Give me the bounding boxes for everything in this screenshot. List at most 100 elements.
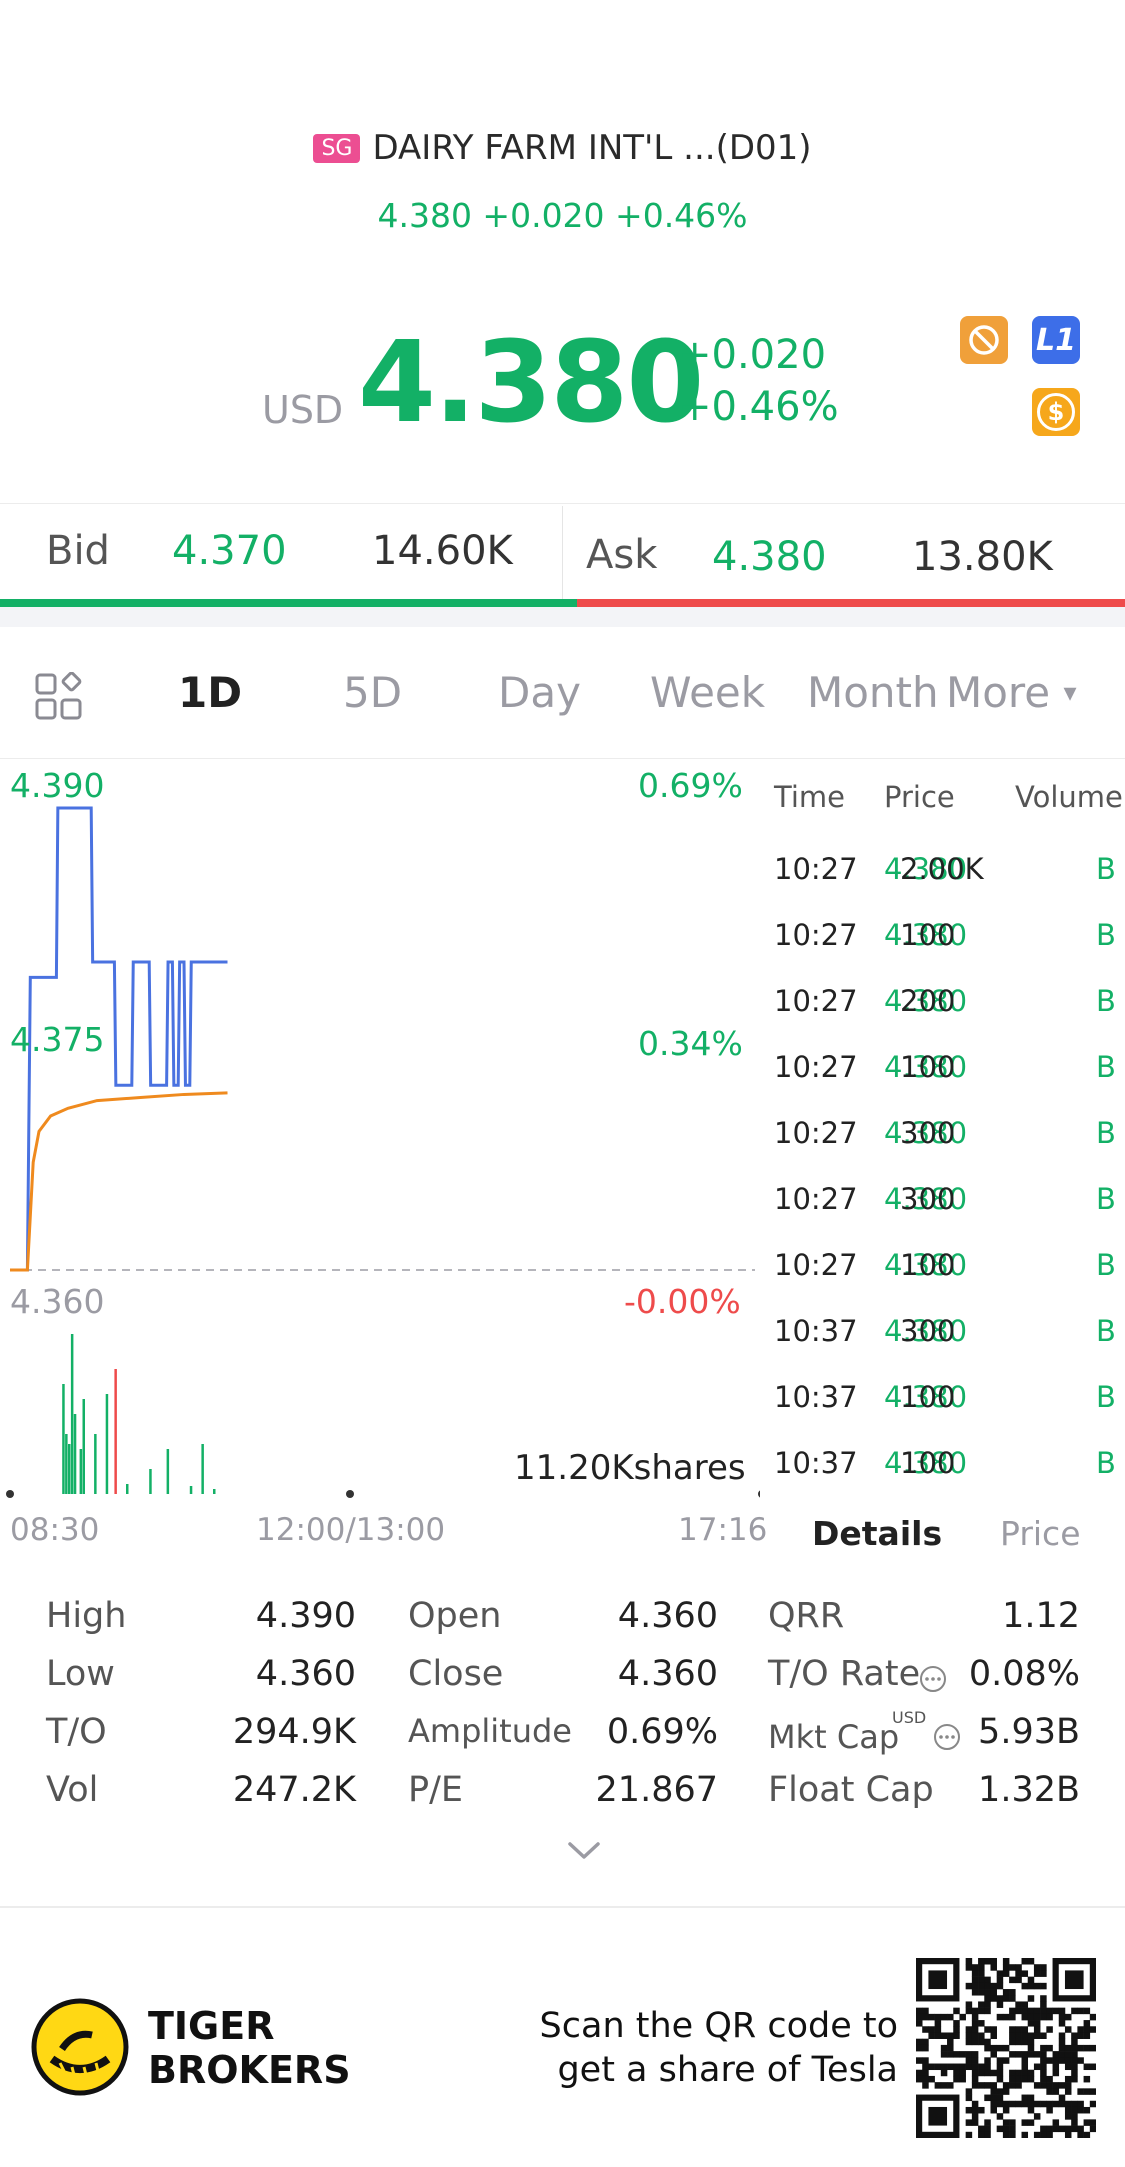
volume-bar [166, 1449, 170, 1494]
detail-value: 247.2K [232, 1770, 356, 1810]
trade-volume: 100 [900, 1248, 956, 1282]
detail-label: Open [408, 1596, 502, 1636]
volume-bar [65, 1434, 68, 1494]
trade-volume: 100 [900, 1050, 956, 1084]
trade-volume: 300 [900, 1116, 956, 1150]
trade-price: 4.380 [884, 1248, 968, 1282]
trade-volume: 200 [900, 984, 956, 1018]
trade-time: 10:37 [774, 1380, 858, 1414]
trade-side: B [1096, 1314, 1116, 1348]
detail-label: T/O Rate [768, 1654, 921, 1694]
info-icon[interactable] [932, 1722, 962, 1752]
trades-header-price: Price [884, 780, 955, 814]
trade-side: B [1096, 1380, 1116, 1414]
tab-month[interactable]: Month [807, 668, 939, 717]
tab-week[interactable]: Week [650, 668, 766, 717]
trade-volume: 2.00K [900, 852, 984, 886]
trade-side: B [1096, 984, 1116, 1018]
detail-value: 0.08% [968, 1654, 1080, 1694]
detail-label: T/O [46, 1712, 107, 1752]
detail-value: 1.12 [1002, 1596, 1080, 1636]
detail-label: P/E [408, 1770, 464, 1810]
trade-side: B [1096, 918, 1116, 952]
average-price-line [10, 1091, 228, 1272]
tab-more[interactable]: More ▾ [946, 668, 1077, 717]
ask-ratio-bar [577, 599, 1125, 607]
detail-value: 4.360 [617, 1654, 718, 1694]
volume-bar [82, 1399, 85, 1494]
dollar-icon[interactable]: $ [1032, 388, 1080, 436]
trade-time: 10:27 [774, 852, 858, 886]
y-axis-high: 4.390 [10, 766, 105, 805]
grid-layout-icon[interactable] [34, 671, 84, 726]
volume-bar [189, 1486, 193, 1494]
volume-bar [149, 1469, 152, 1494]
promo-text: Scan the QR code to get a share of Tesla [520, 2004, 898, 2092]
section-separator [0, 1906, 1125, 1908]
volume-bar [201, 1444, 204, 1494]
volume-bar [105, 1394, 109, 1494]
trade-side: B [1096, 1182, 1116, 1216]
tiger-logo [30, 1997, 130, 2101]
trade-price: 4.380 [884, 1446, 968, 1480]
intraday-chart[interactable] [0, 760, 760, 1520]
trade-price: 4.380 [884, 1182, 968, 1216]
bid-price[interactable]: 4.370 [172, 528, 287, 574]
volume-bar [213, 1489, 216, 1494]
ask-price[interactable]: 4.380 [712, 534, 827, 580]
volume-total: 11.20Kshares [514, 1448, 746, 1488]
tab-day[interactable]: Day [498, 668, 581, 717]
volume-bar [94, 1434, 97, 1494]
chevron-down-icon[interactable] [564, 1838, 604, 1868]
header-quote: 4.380 +0.020 +0.46% [377, 196, 748, 235]
detail-label: Mkt Cap [768, 1718, 900, 1756]
time-axis-dot [6, 1490, 14, 1498]
trade-time: 10:37 [774, 1314, 858, 1348]
info-icon[interactable] [918, 1664, 948, 1694]
volume-bar [70, 1334, 74, 1494]
volume-bar [126, 1484, 129, 1494]
detail-value: 4.360 [617, 1596, 718, 1636]
trade-volume: 300 [900, 1314, 956, 1348]
pct-axis-high: 0.69% [638, 766, 743, 805]
detail-value: 4.390 [255, 1596, 356, 1636]
volume-bar [114, 1369, 117, 1494]
ask-label: Ask [586, 532, 658, 578]
brand-line-2: BROKERS [148, 2048, 351, 2092]
l1-level-icon[interactable]: L1 [1032, 316, 1080, 364]
tab-1d[interactable]: 1D [178, 668, 243, 717]
detail-value: 294.9K [232, 1712, 356, 1752]
trades-header-time: Time [774, 780, 845, 814]
bidask-divider [562, 506, 563, 602]
brand-line-1: TIGER [148, 2004, 275, 2048]
detail-value: 5.93B [978, 1712, 1080, 1752]
y-axis-low: 4.360 [10, 1282, 105, 1321]
tab-details[interactable]: Details [812, 1514, 943, 1553]
time-axis-dot [346, 1490, 354, 1498]
price-change-pct: +0.46% [678, 384, 839, 430]
trade-side: B [1096, 1446, 1116, 1480]
currency-superscript: USD [892, 1708, 927, 1727]
detail-value: 4.360 [255, 1654, 356, 1694]
trade-volume: 300 [900, 1182, 956, 1216]
trade-time: 10:37 [774, 1446, 858, 1480]
tab-price[interactable]: Price [1000, 1514, 1081, 1553]
trade-side: B [1096, 1248, 1116, 1282]
detail-value: 0.69% [606, 1712, 718, 1752]
volume-bar [79, 1449, 83, 1494]
detail-label: Vol [46, 1770, 99, 1810]
divider [0, 503, 1125, 504]
tab-5d[interactable]: 5D [343, 668, 403, 717]
trade-volume: 100 [900, 1380, 956, 1414]
stock-title: SG DAIRY FARM INT'L ...(D01) [0, 128, 1125, 168]
trade-side: B [1096, 852, 1116, 886]
market-badge: SG [313, 134, 361, 163]
currency-label: USD [262, 388, 344, 432]
trade-volume: 100 [900, 918, 956, 952]
trade-side: B [1096, 1050, 1116, 1084]
last-price: 4.380 [358, 318, 704, 448]
no-entry-icon[interactable] [960, 316, 1008, 364]
stock-name: DAIRY FARM INT'L ...(D01) [372, 128, 812, 168]
bid-size: 14.60K [372, 528, 513, 574]
promo-line-1: Scan the QR code to [539, 2006, 898, 2046]
